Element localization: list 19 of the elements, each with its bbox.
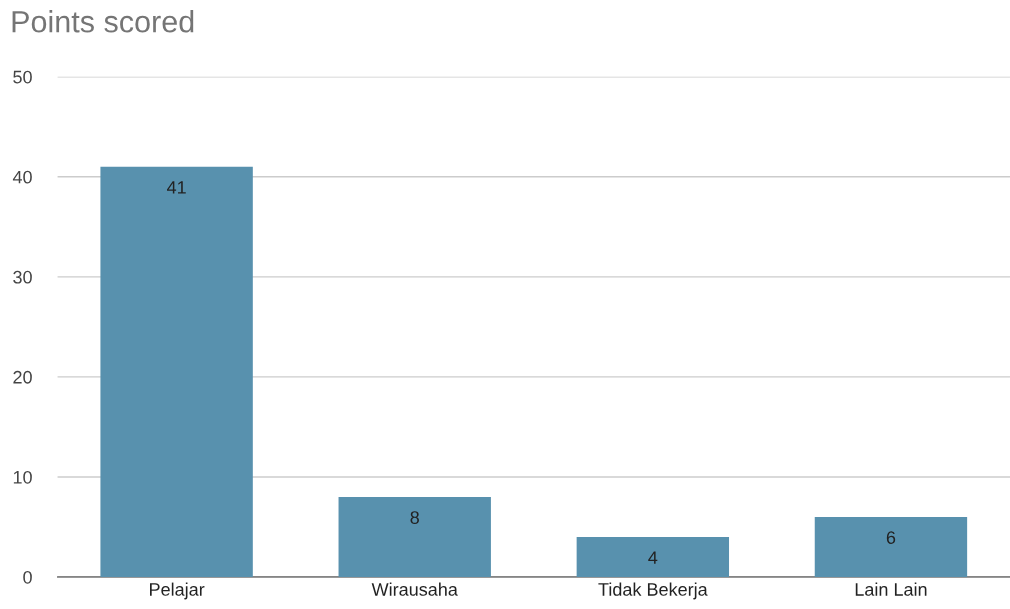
bar bbox=[576, 537, 730, 578]
y-tick-label: 20 bbox=[13, 370, 32, 384]
data-label: 6 bbox=[886, 531, 896, 544]
data-label: 8 bbox=[410, 511, 419, 524]
x-tick-label: Tidak Bekerja bbox=[598, 582, 708, 600]
bar bbox=[814, 516, 968, 578]
y-tick-label: 0 bbox=[23, 570, 32, 584]
y-tick-label: 10 bbox=[13, 470, 32, 484]
x-tick-label: Wirausaha bbox=[371, 582, 458, 596]
data-label: 4 bbox=[648, 551, 658, 564]
x-tick-label: Lain Lain bbox=[855, 582, 927, 596]
x-tick-label: Pelajar bbox=[150, 582, 205, 600]
bar bbox=[338, 496, 491, 578]
chart-title: Points scored bbox=[12, 10, 194, 33]
y-tick-label: 30 bbox=[13, 270, 32, 284]
y-tick-label: 50 bbox=[13, 70, 32, 84]
data-label: 41 bbox=[167, 181, 186, 194]
y-tick-label: 40 bbox=[12, 170, 32, 184]
bar bbox=[100, 166, 253, 578]
